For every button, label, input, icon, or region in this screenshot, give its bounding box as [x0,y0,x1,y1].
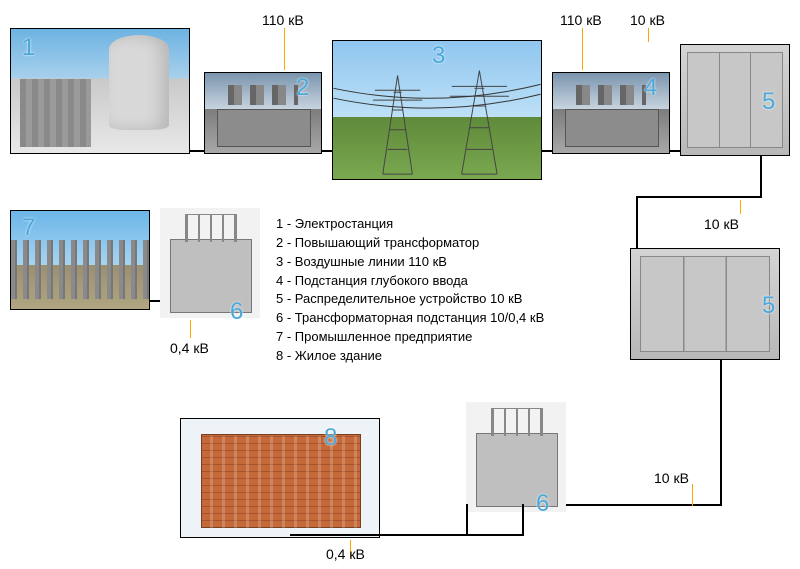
connection-line [466,504,468,534]
legend-item: 3 - Воздушные линии 110 кВ [276,253,544,272]
connection-line [566,504,722,506]
node-number-7: 7 [22,214,35,242]
node-residential-building [180,418,380,538]
connection-line [636,196,638,248]
connection-line [542,150,552,152]
node-number-1: 1 [22,34,35,62]
node-number-8: 8 [324,424,337,452]
legend-item: 1 - Электростанция [276,215,544,234]
node-number-6b: 6 [536,490,549,518]
node-switchgear-bottom [630,248,780,360]
node-number-5b: 5 [762,292,775,320]
legend-item: 6 - Трансформаторная подстанция 10/0,4 к… [276,309,544,328]
node-number-6a: 6 [230,298,243,326]
leader-line [284,28,285,70]
legend-item: 2 - Повышающий трансформатор [276,234,544,253]
voltage-label: 110 кВ [560,12,602,28]
legend-item: 8 - Жилое здание [276,347,544,366]
legend-item: 5 - Распределительное устройство 10 кВ [276,290,544,309]
leader-line [692,484,693,506]
legend: 1 - Электростанция 2 - Повышающий трансф… [276,215,544,366]
node-number-5a: 5 [762,88,775,116]
connection-line [522,504,524,534]
node-number-2: 2 [296,74,309,102]
leader-line [740,200,741,214]
node-powerplant [10,28,190,154]
leader-line [582,28,583,70]
connection-line [670,150,680,152]
voltage-label: 10 кВ [704,216,739,232]
voltage-label: 0,4 кВ [170,340,209,356]
node-number-3: 3 [432,42,445,70]
voltage-label: 10 кВ [654,470,689,486]
node-transformer-kiosk-top [160,208,260,318]
connection-line [322,150,332,152]
connection-line [760,156,762,196]
voltage-label: 10 кВ [630,12,665,28]
node-number-4: 4 [644,74,657,102]
connection-line [150,300,160,302]
connection-line [190,150,204,152]
voltage-label: 0,4 кВ [326,546,365,562]
voltage-label: 110 кВ [262,12,304,28]
connection-line [636,196,762,198]
connection-line [290,534,524,536]
leader-line [648,28,649,42]
node-transformer-kiosk-bottom [466,402,566,512]
connection-line [720,360,722,506]
leader-line [190,320,191,338]
legend-item: 7 - Промышленное предприятие [276,328,544,347]
legend-item: 4 - Подстанция глубокого ввода [276,272,544,291]
